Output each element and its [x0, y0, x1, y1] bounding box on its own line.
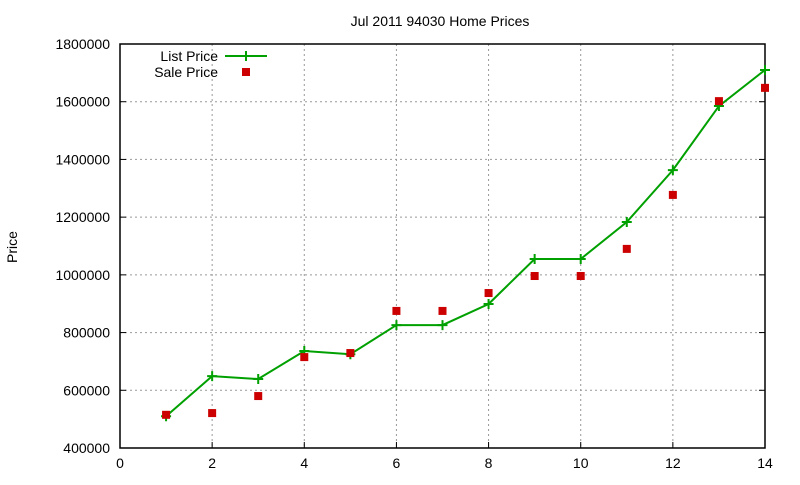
plot-border: [119, 43, 766, 449]
chart-title: Jul 2011 94030 Home Prices: [351, 13, 530, 29]
sale-price-point: [346, 349, 355, 358]
x-tick-label: 14: [757, 455, 773, 471]
y-tick-label: 400000: [63, 440, 110, 456]
sale-price-point: [438, 306, 447, 315]
legend: List Price Sale Price: [154, 48, 267, 80]
axis-ticks: 0 2 4 6 8 10 12 14 400000 600000 800000 1000000 1200…: [55, 36, 773, 471]
x-tick-label: 12: [665, 455, 681, 471]
list-price-point: [207, 371, 218, 382]
y-axis-label: Price: [4, 231, 20, 263]
list-price-line: [165, 69, 766, 418]
y-tick-label: 1200000: [55, 209, 110, 225]
y-tick-label: 1800000: [55, 36, 110, 52]
legend-sale-price: Sale Price: [154, 64, 218, 80]
x-tick-label: 10: [573, 455, 589, 471]
list-price-point: [391, 320, 402, 331]
sale-price-point: [714, 97, 723, 106]
list-price-point: [760, 64, 770, 75]
series-layer: [161, 64, 770, 422]
sale-price-point: [576, 272, 585, 281]
legend-list-price: List Price: [160, 48, 218, 64]
y-tick-label: 1600000: [55, 94, 110, 110]
sale-marker-icon: [242, 68, 250, 76]
sale-price-point: [622, 244, 631, 253]
y-tick-label: 1400000: [55, 151, 110, 167]
list-price-point: [575, 253, 586, 264]
sale-price-point: [484, 289, 493, 298]
sale-price-point: [162, 410, 171, 419]
sale-price-point: [300, 353, 309, 362]
sale-price-point: [530, 272, 539, 281]
x-tick-label: 2: [208, 455, 216, 471]
list-price-point: [667, 165, 678, 176]
x-tick-label: 6: [393, 455, 401, 471]
sale-price-point: [392, 306, 401, 315]
list-price-point: [483, 299, 494, 310]
y-tick-label: 800000: [63, 325, 110, 341]
list-price-point: [253, 374, 264, 385]
y-tick-label: 1000000: [55, 267, 110, 283]
grid: [120, 44, 765, 448]
sale-price-point: [208, 409, 217, 418]
x-tick-label: 4: [300, 455, 308, 471]
sale-price-point: [761, 83, 769, 92]
sale-price-point: [668, 190, 677, 199]
list-price-point: [529, 253, 540, 264]
sale-price-point: [254, 392, 263, 401]
list-price-point: [437, 320, 448, 331]
y-tick-label: 600000: [63, 382, 110, 398]
list-price-point: [621, 217, 632, 228]
x-tick-label: 8: [485, 455, 493, 471]
x-tick-label: 0: [116, 455, 124, 471]
